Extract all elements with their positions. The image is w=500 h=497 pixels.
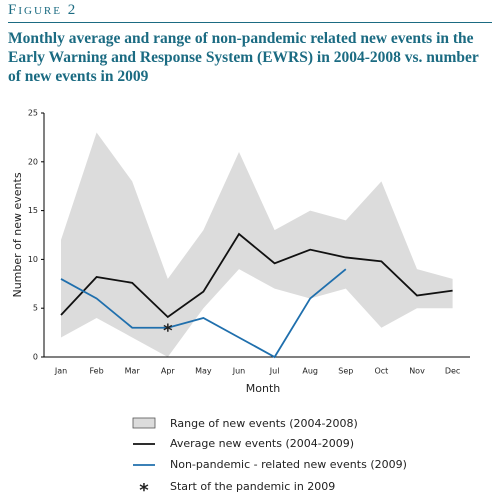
series-line	[60, 268, 347, 359]
y-tick-label: 15	[28, 206, 38, 215]
figure-label: Figure 2	[8, 2, 492, 23]
x-tick-label: Aug	[302, 367, 318, 376]
x-tick-label: Dec	[445, 367, 460, 376]
y-tick-label: 0	[33, 353, 38, 362]
x-tick-label: Apr	[161, 367, 176, 376]
legend-marker: *	[139, 480, 149, 497]
pandemic-marker: *	[163, 321, 173, 342]
x-axis-title: Month	[246, 382, 281, 395]
legend-label: Average new events (2004-2009)	[170, 437, 354, 450]
y-tick-label: 10	[28, 255, 38, 264]
chart-title: Monthly average and range of non-pandemi…	[8, 30, 479, 85]
x-tick-label: Jun	[232, 367, 246, 376]
legend-label: Start of the pandemic in 2009	[170, 480, 335, 493]
x-tick-label: Jan	[54, 367, 67, 376]
y-tick-label: 5	[33, 304, 38, 313]
series-line	[60, 232, 453, 319]
figure-header: Figure 2 Monthly average and range of no…	[8, 2, 492, 86]
legend-swatch	[132, 417, 156, 429]
y-tick-label: 20	[28, 157, 38, 166]
x-tick-label: Mar	[125, 367, 141, 376]
y-axis-title: Number of new events	[11, 172, 24, 297]
x-tick-label: Oct	[374, 367, 388, 376]
y-tick-label: 25	[28, 109, 38, 118]
range-band	[61, 132, 453, 357]
x-tick-label: Jul	[269, 367, 280, 376]
x-tick-label: Feb	[90, 367, 104, 376]
legend-label: Non-pandemic - related new events (2009)	[170, 458, 407, 471]
x-tick-label: Nov	[409, 367, 425, 376]
x-tick-label: Sep	[338, 367, 353, 376]
legend-label: Range of new events (2004-2008)	[170, 417, 358, 430]
x-tick-label: May	[195, 367, 212, 376]
